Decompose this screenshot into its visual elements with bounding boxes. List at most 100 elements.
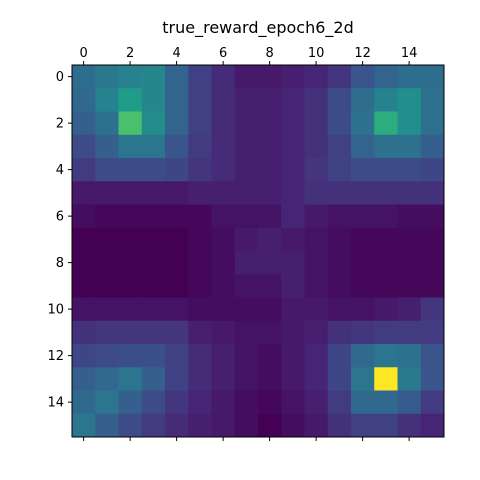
x-tick-label: 14: [401, 46, 418, 61]
heatmap-cell: [234, 251, 259, 275]
heatmap-cell: [72, 367, 96, 391]
heatmap-cell: [397, 320, 422, 345]
heatmap-cell: [304, 320, 329, 345]
heatmap-cell: [234, 297, 259, 322]
heatmap-cell: [304, 158, 329, 182]
heatmap-cell: [351, 297, 375, 322]
heatmap-cell: [141, 297, 166, 322]
heatmap-cell: [374, 390, 398, 415]
heatmap-cell: [188, 297, 212, 322]
heatmap-cell: [420, 181, 445, 205]
y-tick-label: 2: [56, 117, 64, 132]
heatmap-cell: [72, 65, 96, 89]
heatmap-cell: [118, 413, 143, 438]
heatmap-cell: [258, 367, 282, 391]
heatmap-cell: [95, 344, 119, 368]
heatmap-cell: [327, 204, 352, 229]
y-tick-label: 6: [56, 210, 64, 225]
heatmap-cell: [211, 134, 236, 159]
heatmap-cell: [165, 158, 189, 182]
x-tick-label: 12: [354, 46, 371, 61]
heatmap-cell: [118, 65, 143, 89]
heatmap-cell: [374, 227, 398, 252]
heatmap-cell: [234, 367, 259, 391]
heatmap-cell: [351, 320, 375, 345]
heatmap-cell: [165, 297, 189, 322]
heatmap-cell: [304, 297, 329, 322]
heatmap-cell: [141, 367, 166, 391]
heatmap-cell: [72, 344, 96, 368]
heatmap-cell: [397, 181, 422, 205]
heatmap-cell: [327, 320, 352, 345]
heatmap-cell: [304, 181, 329, 205]
heatmap-cell: [351, 204, 375, 229]
heatmap-cell: [351, 111, 375, 136]
heatmap-cell: [72, 181, 96, 205]
heatmap-cell: [258, 181, 282, 205]
heatmap-cell: [188, 204, 212, 229]
heatmap-cell: [211, 204, 236, 229]
heatmap-cell: [327, 344, 352, 368]
heatmap-cell: [234, 320, 259, 345]
heatmap-cell: [327, 158, 352, 182]
heatmap-cell: [351, 134, 375, 159]
heatmap-cell: [304, 134, 329, 159]
heatmap-cell: [211, 297, 236, 322]
heatmap-cell: [141, 88, 166, 112]
heatmap-cell: [234, 204, 259, 229]
heatmap-cell: [258, 227, 282, 252]
heatmap-cell: [351, 88, 375, 112]
heatmap-cell: [374, 274, 398, 298]
heatmap-cell: [374, 181, 398, 205]
heatmap-cell: [118, 320, 143, 345]
heatmap-cell: [95, 274, 119, 298]
heatmap-cell: [420, 390, 445, 415]
heatmap-cell: [211, 111, 236, 136]
heatmap-cell: [234, 227, 259, 252]
heatmap-cell: [281, 344, 305, 368]
heatmap-cell: [420, 251, 445, 275]
heatmap-cell: [165, 367, 189, 391]
heatmap-cell: [141, 65, 166, 89]
heatmap-cell: [397, 413, 422, 438]
heatmap-cell: [397, 251, 422, 275]
heatmap-cell: [118, 134, 143, 159]
heatmap-cell: [211, 367, 236, 391]
heatmap-cell: [327, 88, 352, 112]
heatmap-cell: [281, 181, 305, 205]
heatmap-cell: [234, 88, 259, 112]
heatmap-cell: [304, 111, 329, 136]
heatmap-cell: [118, 204, 143, 229]
heatmap-cell: [165, 413, 189, 438]
heatmap-cell: [211, 251, 236, 275]
heatmap-cell: [141, 413, 166, 438]
x-tick-label: 0: [79, 46, 87, 61]
heatmap-cell: [95, 181, 119, 205]
heatmap-cell: [420, 274, 445, 298]
heatmap-cell: [165, 390, 189, 415]
heatmap-cell: [397, 297, 422, 322]
heatmap-cell: [258, 134, 282, 159]
heatmap-cell: [304, 344, 329, 368]
heatmap-cell: [327, 227, 352, 252]
heatmap-cell: [281, 88, 305, 112]
x-axis: 0 2 4 6 8 10 12 14: [79, 46, 417, 441]
heatmap-cell: [351, 390, 375, 415]
heatmap-cell: [258, 344, 282, 368]
heatmap-cell: [420, 134, 445, 159]
heatmap-cell: [327, 274, 352, 298]
heatmap-cell: [258, 65, 282, 89]
heatmap-cell: [351, 251, 375, 275]
heatmap-cell: [258, 297, 282, 322]
heatmap-cell: [351, 413, 375, 438]
y-axis: 0 2 4 6 8 10 12 14: [47, 70, 72, 411]
heatmap-cell: [211, 344, 236, 368]
heatmap-cell: [95, 111, 119, 136]
heatmap-cell: [327, 111, 352, 136]
heatmap-cell: [95, 158, 119, 182]
heatmap-cell: [420, 320, 445, 345]
heatmap-cell: [188, 158, 212, 182]
heatmap-cell: [188, 65, 212, 89]
heatmap-cell: [281, 390, 305, 415]
heatmap-cell: [118, 227, 143, 252]
